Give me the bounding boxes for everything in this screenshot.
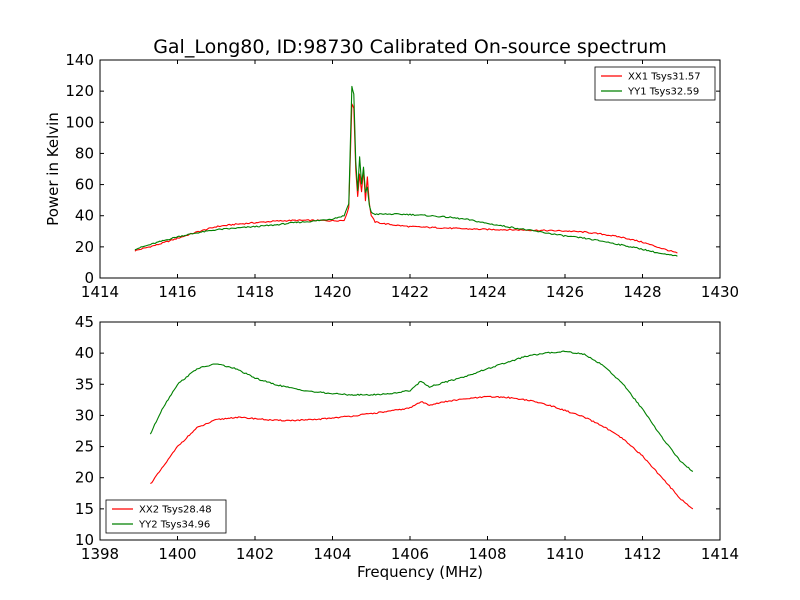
y-tick-label: 0 xyxy=(84,269,94,287)
y-tick-label: 45 xyxy=(75,313,94,331)
x-tick-label: 1410 xyxy=(546,545,584,563)
legend: XX1 Tsys31.57 YY1 Tsys32.59 xyxy=(594,66,716,101)
y-tick-label: 40 xyxy=(75,207,94,225)
y-tick-label: 100 xyxy=(65,113,94,131)
x-tick-label: 1428 xyxy=(623,283,661,301)
x-tick-label: 1418 xyxy=(236,283,274,301)
series-line-2-1 xyxy=(150,395,694,510)
x-tick-label: 1420 xyxy=(313,283,351,301)
legend-entry: XX2 Tsys28.48 xyxy=(139,505,212,516)
x-tick-label: 1424 xyxy=(468,283,506,301)
series-line-1-1 xyxy=(134,103,678,254)
y-tick-label: 140 xyxy=(65,51,94,69)
x-tick-label: 1416 xyxy=(158,283,196,301)
y-tick-label: 20 xyxy=(75,469,94,487)
x-tick-label: 1406 xyxy=(391,545,429,563)
x-tick-label: 1414 xyxy=(701,545,739,563)
x-tick-label: 1422 xyxy=(391,283,429,301)
x-axis-label: Frequency (MHz) xyxy=(357,563,483,581)
x-tick-label: 1400 xyxy=(158,545,196,563)
x-tick-label: 1402 xyxy=(236,545,274,563)
y-tick-label: 25 xyxy=(75,438,94,456)
x-tick-label: 1408 xyxy=(468,545,506,563)
bottom-plot-spectrum: 1398 1400 1402 1404 1406 1408 1410 1412 1414 10 15… xyxy=(75,313,739,581)
y-tick-label: 120 xyxy=(65,82,94,100)
legend-entry: XX1 Tsys31.57 xyxy=(628,72,701,83)
y-tick-label: 20 xyxy=(75,238,94,256)
figure-title: Gal_Long80, ID:98730 Calibrated On-sourc… xyxy=(153,36,667,58)
series-line-1-2 xyxy=(134,85,678,257)
x-tick-label: 1414 xyxy=(81,283,119,301)
legend-box xyxy=(105,499,227,534)
y-tick-label: 10 xyxy=(75,531,94,549)
top-plot-calibrated-spectrum: 1414 1416 1418 1420 1422 1424 1426 1428 1430 0 20 4… xyxy=(44,51,739,301)
x-tick-label: 1426 xyxy=(546,283,584,301)
series-line-2-2 xyxy=(149,350,694,472)
legend-entry: YY1 Tsys32.59 xyxy=(627,87,699,98)
y-tick-label: 15 xyxy=(75,500,94,518)
y-tick-label: 80 xyxy=(75,144,94,162)
x-tick-label: 1412 xyxy=(623,545,661,563)
y-tick-label: 60 xyxy=(75,176,94,194)
legend-box xyxy=(594,66,716,101)
y-axis-label: Power in Kelvin xyxy=(44,112,62,226)
legend-entry: YY2 Tsys34.96 xyxy=(138,520,210,531)
legend: XX2 Tsys28.48 YY2 Tsys34.96 xyxy=(105,499,227,534)
x-tick-label: 1404 xyxy=(313,545,351,563)
y-tick-label: 30 xyxy=(75,406,94,424)
y-tick-label: 40 xyxy=(75,344,94,362)
x-tick-label: 1430 xyxy=(701,283,739,301)
x-tick-label: 1398 xyxy=(81,545,119,563)
y-tick-label: 35 xyxy=(75,375,94,393)
